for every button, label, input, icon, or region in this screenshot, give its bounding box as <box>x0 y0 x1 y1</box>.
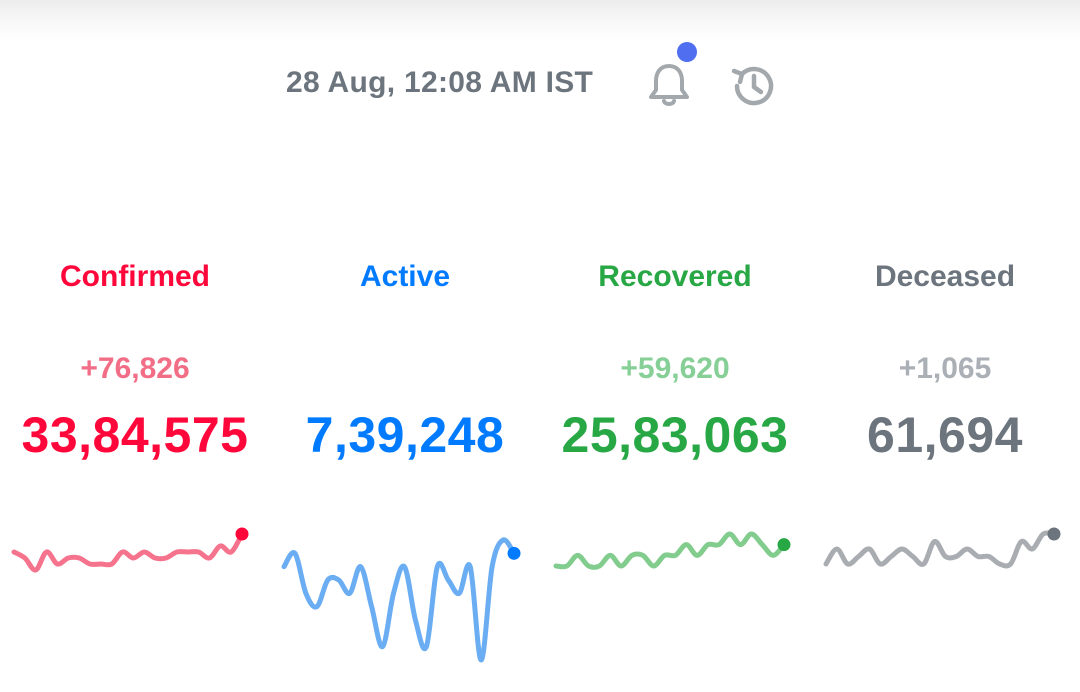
header: 28 Aug, 12:08 AM IST <box>0 42 1080 110</box>
notification-dot <box>677 42 697 62</box>
confirmed-sparkline <box>11 527 249 573</box>
stat-delta: +59,620 <box>620 352 730 385</box>
deceased-sparkline <box>823 527 1061 569</box>
stat-label: Deceased <box>874 260 1016 293</box>
stat-total: 61,694 <box>867 407 1023 463</box>
stat-label: Active <box>359 260 451 293</box>
stat-label: Recovered <box>598 260 752 293</box>
active-sparkline-endpoint <box>507 546 521 560</box>
last-updated-timestamp: 28 Aug, 12:08 AM IST <box>286 66 594 99</box>
recovered-sparkline-path <box>553 531 787 570</box>
stats-panel: Confirmed +76,826 33,84,575 Active 7,39,… <box>0 250 1080 692</box>
stat-active[interactable]: Active 7,39,248 <box>270 250 540 692</box>
active-sparkline-path <box>281 537 517 663</box>
stat-recovered[interactable]: Recovered +59,620 25,83,063 <box>540 250 810 692</box>
active-sparkline <box>281 537 521 663</box>
deceased-sparkline-path <box>823 530 1057 569</box>
stat-total: 7,39,248 <box>305 407 505 463</box>
stat-total: 25,83,063 <box>561 407 789 463</box>
confirmed-sparkline-path <box>11 531 245 573</box>
stat-delta: +1,065 <box>898 352 992 385</box>
stat-confirmed[interactable]: Confirmed +76,826 33,84,575 <box>0 250 270 692</box>
stat-deceased[interactable]: Deceased +1,065 61,694 <box>810 250 1080 692</box>
deceased-sparkline-endpoint <box>1047 527 1061 541</box>
recovered-sparkline-endpoint <box>777 538 791 552</box>
bell-icon <box>649 64 689 106</box>
confirmed-sparkline-endpoint <box>235 527 249 541</box>
recovered-sparkline <box>553 531 791 570</box>
history-icon <box>731 66 774 106</box>
history-button[interactable] <box>728 62 778 110</box>
stat-label: Confirmed <box>60 260 210 293</box>
notifications-button[interactable] <box>644 58 694 110</box>
stat-delta: +76,826 <box>80 352 190 385</box>
stat-total: 33,84,575 <box>21 407 249 463</box>
top-bar-shadow <box>0 0 1080 42</box>
